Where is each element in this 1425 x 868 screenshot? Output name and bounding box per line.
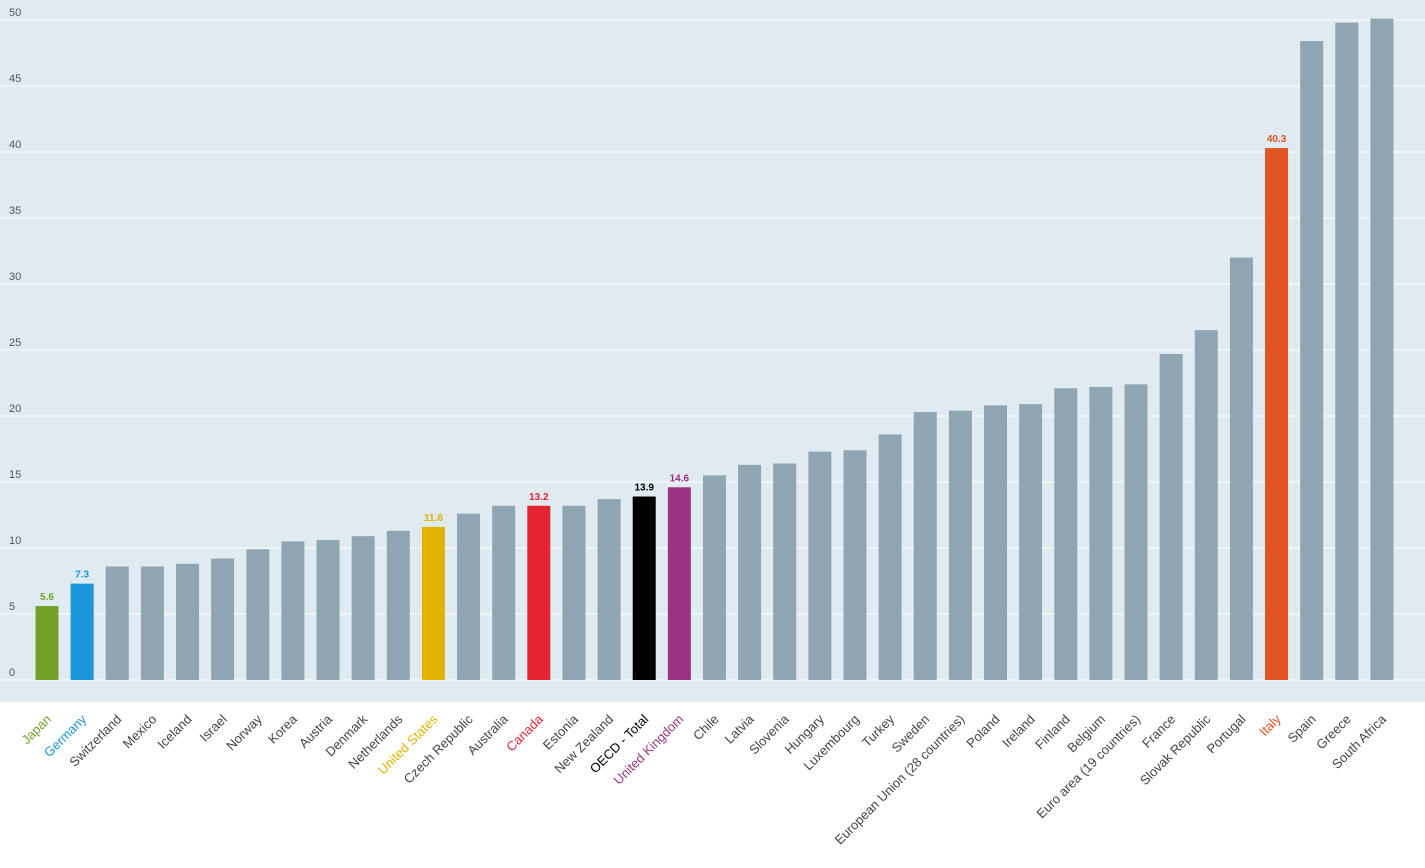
- value-labels: 5.6 7.3 11.6 13.2 13.9 14.6 40.3: [40, 134, 1287, 603]
- bar: [1019, 404, 1043, 680]
- bar-value-label: 13.9: [634, 483, 654, 494]
- bar: [843, 450, 867, 680]
- bar: [1194, 330, 1218, 680]
- bar: [632, 496, 656, 680]
- bar-value-label: 40.3: [1267, 134, 1287, 145]
- bar: [140, 566, 164, 680]
- bar-value-label: 11.6: [424, 513, 443, 524]
- bar-value-label: 14.6: [670, 473, 690, 484]
- bar: [1159, 353, 1183, 680]
- bar: [1089, 386, 1113, 680]
- bar: [1335, 22, 1359, 680]
- x-axis-label: Korea: [265, 711, 301, 747]
- bar: [667, 487, 691, 680]
- bar: [457, 513, 481, 680]
- bar: [316, 540, 340, 680]
- bar: [878, 434, 902, 680]
- bar: [738, 464, 762, 680]
- x-axis-label: Poland: [963, 712, 1002, 751]
- bar: [1265, 148, 1289, 681]
- bar: [773, 463, 797, 680]
- y-tick-label: 5: [9, 601, 15, 613]
- bar: [386, 530, 410, 680]
- bar: [211, 558, 235, 680]
- x-axis-label: Italy: [1256, 711, 1284, 739]
- y-tick-label: 15: [9, 469, 21, 481]
- y-tick-label: 50: [9, 7, 21, 19]
- bar: [105, 566, 129, 680]
- bar: [913, 412, 937, 680]
- bar: [176, 563, 200, 680]
- bar: [70, 583, 94, 680]
- y-tick-label: 30: [9, 271, 21, 283]
- x-axis-label: Chile: [690, 712, 722, 744]
- bar: [35, 606, 59, 680]
- bar: [702, 475, 726, 680]
- x-axis-label: Portugal: [1204, 711, 1249, 756]
- bar: [527, 505, 551, 680]
- bar: [421, 526, 445, 680]
- y-tick-label: 35: [9, 205, 21, 217]
- y-tick-label: 45: [9, 73, 21, 85]
- y-tick-label: 25: [9, 337, 21, 349]
- bar: [562, 505, 586, 680]
- x-axis-label: Mexico: [120, 712, 160, 752]
- bar: [281, 541, 305, 680]
- bar: [1370, 18, 1394, 681]
- y-tick-label: 20: [9, 403, 21, 415]
- x-axis-label: Canada: [503, 711, 546, 754]
- bar: [1229, 257, 1253, 680]
- bar: [984, 405, 1008, 680]
- bar: [351, 536, 375, 680]
- bar: [1054, 388, 1078, 680]
- bar: [1124, 384, 1148, 680]
- x-axis-label: Norway: [223, 711, 265, 753]
- bar-value-label: 13.2: [529, 492, 549, 503]
- x-axis-label: Ireland: [999, 712, 1038, 751]
- y-tick-label: 10: [9, 535, 21, 547]
- y-tick-label: 0: [9, 667, 15, 679]
- x-axis-label: Iceland: [154, 712, 194, 752]
- bar: [597, 499, 621, 680]
- bar-value-label: 5.6: [40, 592, 54, 603]
- bar: [1300, 41, 1324, 681]
- y-tick-label: 40: [9, 139, 21, 151]
- bar-value-label: 7.3: [75, 570, 89, 581]
- bars: [35, 18, 1394, 681]
- bar: [246, 549, 270, 680]
- bar: [492, 505, 516, 680]
- bar: [948, 410, 972, 680]
- y-axis-ticks: 0 5 10 15 20 25 30 35 40 45 50: [9, 7, 21, 679]
- bar: [808, 451, 832, 680]
